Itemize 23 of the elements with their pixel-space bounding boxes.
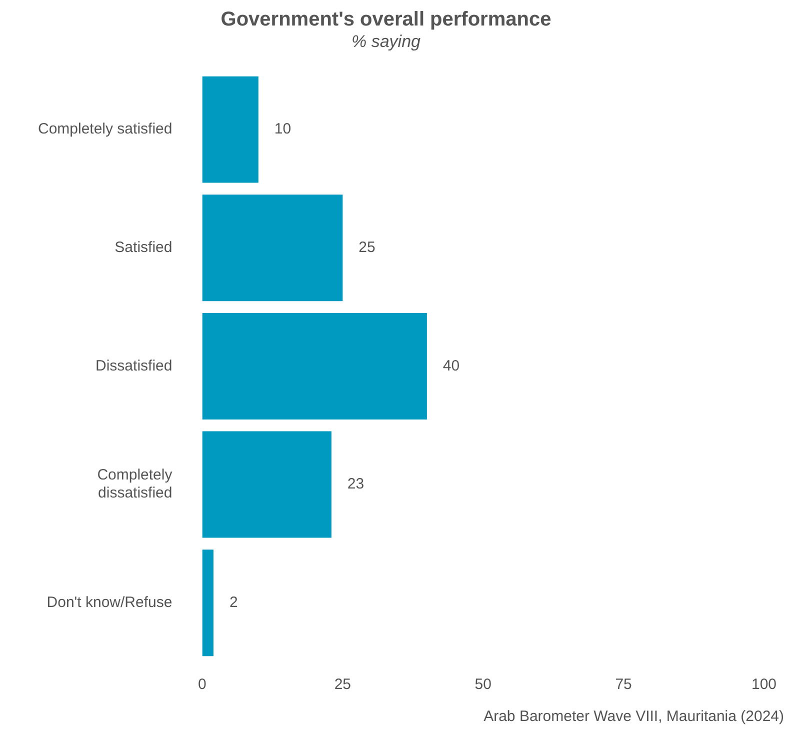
y-tick-label: Completely dissatisfied xyxy=(97,466,173,502)
y-tick-label: Satisfied xyxy=(114,239,172,256)
x-tick-label: 100 xyxy=(751,676,777,694)
chart-subtitle: % saying xyxy=(352,32,422,51)
bar xyxy=(202,194,343,302)
x-tick-label: 75 xyxy=(615,676,632,694)
x-tick-label: 0 xyxy=(198,676,206,694)
data-label: 40 xyxy=(442,357,460,374)
x-tick-label: 25 xyxy=(334,676,352,694)
bar xyxy=(202,312,427,420)
data-label: 23 xyxy=(347,476,364,493)
bar xyxy=(202,550,214,656)
bar xyxy=(202,76,258,183)
x-tick-label: 50 xyxy=(474,676,492,694)
y-tick-label: Completely satisfied xyxy=(38,120,172,138)
data-label: 2 xyxy=(229,594,238,611)
data-label: 10 xyxy=(274,120,292,138)
y-tick-label: Don't know/Refuse xyxy=(46,594,172,611)
chart-title: Government's overall performance xyxy=(220,8,552,31)
data-label: 25 xyxy=(358,239,376,256)
text: Arab Barometer Wave VIII, Mauritania (2024) xyxy=(482,708,785,725)
y-tick-label: Dissatisfied xyxy=(96,357,172,374)
bar xyxy=(202,431,332,538)
